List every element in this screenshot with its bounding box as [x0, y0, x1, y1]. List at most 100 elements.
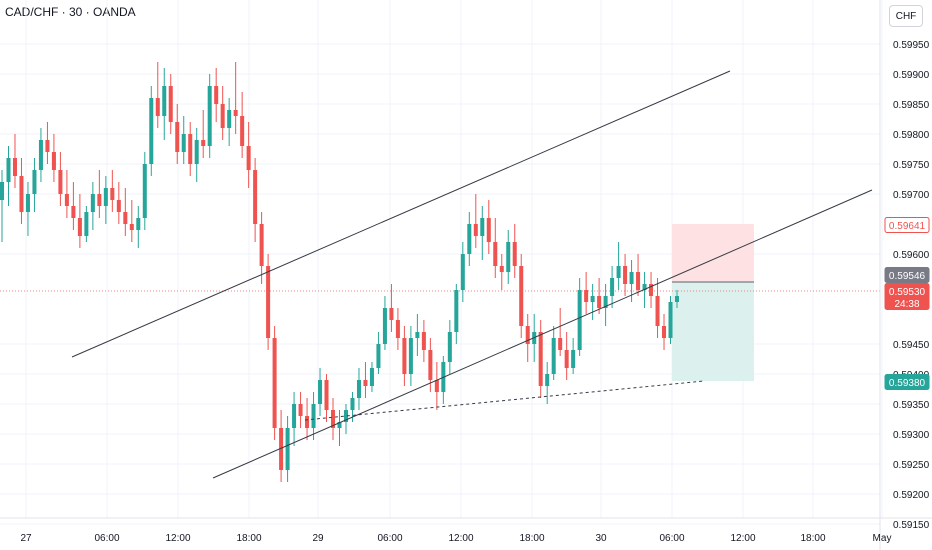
candle-body: [519, 266, 524, 326]
candle: [279, 410, 284, 482]
candle-body: [298, 404, 303, 416]
candle: [168, 74, 173, 134]
y-tick-label: 0.59700: [893, 190, 930, 201]
chart-title: CAD/CHF · 30 · OANDA: [5, 5, 136, 19]
candle-body: [214, 86, 219, 104]
candle: [0, 170, 5, 242]
candle: [298, 392, 303, 428]
candle-body: [493, 242, 498, 266]
candle: [123, 188, 128, 236]
candle-body: [227, 110, 232, 128]
candle: [259, 212, 264, 284]
candle-body: [382, 308, 387, 344]
candle: [369, 362, 374, 392]
candle: [454, 284, 459, 344]
candle: [577, 278, 582, 356]
candle: [649, 272, 654, 308]
candle-body: [395, 320, 400, 338]
candle-body: [246, 146, 251, 170]
candle: [175, 104, 180, 164]
candle-body: [207, 86, 212, 146]
support-dashed-line[interactable]: [304, 380, 705, 421]
candle-body: [655, 296, 660, 326]
candle: [473, 194, 478, 248]
candle: [584, 272, 589, 314]
candle-body: [110, 188, 115, 200]
x-tick-label: 12:00: [165, 533, 190, 544]
candle-body: [623, 266, 628, 284]
candle-body: [201, 140, 206, 146]
candle: [356, 368, 361, 410]
x-tick-label: 12:00: [448, 533, 473, 544]
candle-body: [447, 332, 452, 362]
candle-body: [584, 290, 589, 302]
currency-button[interactable]: CHF: [889, 5, 923, 27]
candle-body: [51, 152, 56, 170]
candle: [25, 182, 30, 236]
price-tag-label: 0.59530: [889, 287, 926, 298]
candle-body: [123, 212, 128, 224]
candle-body: [266, 266, 271, 338]
candle-body: [343, 410, 349, 422]
candle-body: [311, 404, 316, 428]
candle: [103, 176, 108, 224]
candle-body: [292, 404, 297, 428]
y-tick-label: 0.59300: [893, 430, 930, 441]
candle-body: [415, 332, 420, 338]
candle: [538, 320, 543, 398]
candle-body: [0, 182, 5, 200]
candle: [272, 326, 277, 440]
y-tick-label: 0.59200: [893, 490, 930, 501]
price-tag-bg: [884, 283, 930, 310]
candle-body: [25, 194, 30, 212]
candle-body: [97, 194, 102, 206]
y-tick-label: 0.59150: [893, 520, 930, 531]
candle: [214, 68, 219, 122]
candle: [207, 74, 212, 158]
candle-body: [662, 326, 667, 338]
candle: [136, 206, 141, 248]
candle-body: [558, 338, 563, 350]
candle-body: [181, 134, 186, 152]
candle-body: [259, 224, 264, 266]
x-tick-label: 12:00: [730, 533, 755, 544]
candle-body: [571, 350, 576, 368]
y-tick-label: 0.59600: [893, 250, 930, 261]
channel-upper-line[interactable]: [71, 70, 731, 358]
candle-body: [175, 122, 180, 152]
candle-body: [486, 218, 491, 242]
price-tag-entry: 0.59546: [884, 267, 930, 283]
candle: [389, 284, 394, 332]
x-tick-label: 06:00: [377, 533, 402, 544]
candle-body: [402, 338, 407, 374]
candle-body: [58, 170, 63, 194]
candle: [558, 308, 563, 356]
x-tick-label: 18:00: [236, 533, 261, 544]
candle-body: [597, 296, 602, 308]
candle: [395, 308, 400, 350]
stop-loss-zone: [672, 224, 754, 282]
candle: [116, 182, 121, 224]
price-tag-bg: [884, 374, 930, 390]
candle: [45, 122, 50, 164]
candle: [233, 62, 238, 134]
price-tag-label: 0.59380: [889, 378, 926, 389]
candle-body: [506, 242, 511, 272]
time-axis[interactable]: 27 06:00 12:00 18:00 29 06:00 12:00 18:00 30 06:0…: [0, 517, 932, 544]
candle-body: [64, 194, 69, 206]
risk-reward-zones: [672, 224, 754, 381]
candle-body: [149, 98, 154, 164]
candle: [318, 368, 323, 416]
x-tick-label: May: [873, 533, 892, 544]
channel-lower-line[interactable]: [212, 189, 873, 479]
candle-body: [421, 332, 426, 350]
candle-body: [467, 224, 472, 254]
candle: [330, 398, 336, 440]
candle: [246, 122, 251, 188]
candle: [155, 62, 160, 128]
candle-body: [564, 350, 569, 368]
y-tick-label: 0.59450: [893, 340, 930, 351]
